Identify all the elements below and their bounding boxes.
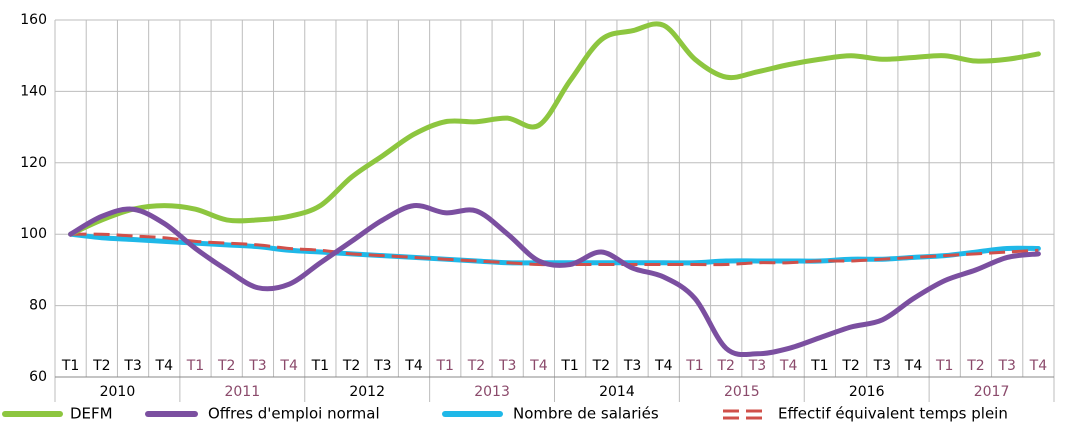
legend-label: Nombre de salariés: [513, 405, 659, 423]
year-label: 2015: [724, 384, 760, 400]
legend-label: DEFM: [70, 405, 113, 423]
x-tick-label: T1: [436, 358, 454, 374]
x-tick-label: T3: [373, 358, 391, 374]
x-tick-label: T3: [248, 358, 266, 374]
x-tick-label: T4: [279, 358, 298, 374]
x-tick-label: T2: [342, 358, 360, 374]
x-tick-label: T3: [873, 358, 891, 374]
x-tick-label: T3: [997, 358, 1015, 374]
y-tick-label: 80: [29, 298, 47, 314]
x-tick-label: T3: [623, 358, 641, 374]
x-tick-label: T2: [92, 358, 110, 374]
legend-label: Effectif équivalent temps plein: [778, 405, 1008, 423]
x-tick-label: T1: [685, 358, 703, 374]
x-tick-label: T2: [841, 358, 859, 374]
series-line: [68, 203, 1041, 358]
year-label: 2010: [100, 384, 136, 400]
x-tick-label: T1: [935, 358, 953, 374]
y-tick-label: 160: [20, 12, 47, 28]
x-tick-label: T4: [404, 358, 423, 374]
x-tick-label: T4: [904, 358, 923, 374]
series-line: [68, 21, 1041, 237]
year-label: 2013: [474, 384, 510, 400]
year-label: 2014: [599, 384, 635, 400]
x-tick-label: T4: [529, 358, 548, 374]
legend-label: Offres d'emploi normal: [208, 405, 380, 423]
x-tick-label: T3: [123, 358, 141, 374]
year-label: 2012: [349, 384, 385, 400]
year-label: 2017: [974, 384, 1010, 400]
x-tick-label: T2: [217, 358, 235, 374]
x-tick-label: T4: [155, 358, 174, 374]
x-tick-label: T4: [654, 358, 673, 374]
y-tick-label: 60: [29, 369, 47, 385]
x-tick-label: T2: [966, 358, 984, 374]
x-tick-label: T1: [560, 358, 578, 374]
x-tick-label: T3: [748, 358, 766, 374]
x-tick-label: T4: [779, 358, 798, 374]
year-label: 2016: [849, 384, 885, 400]
x-tick-label: T3: [498, 358, 516, 374]
year-label: 2011: [224, 384, 260, 400]
x-tick-label: T1: [311, 358, 329, 374]
x-tick-label: T2: [592, 358, 610, 374]
x-tick-label: T1: [186, 358, 204, 374]
x-tick-label: T2: [467, 358, 485, 374]
x-tick-label: T2: [716, 358, 734, 374]
y-tick-label: 120: [20, 155, 47, 171]
y-tick-label: 100: [20, 226, 47, 242]
x-tick-label: T1: [810, 358, 828, 374]
x-tick-label: T1: [61, 358, 79, 374]
y-tick-label: 140: [20, 83, 47, 99]
x-tick-label: T4: [1029, 358, 1048, 374]
